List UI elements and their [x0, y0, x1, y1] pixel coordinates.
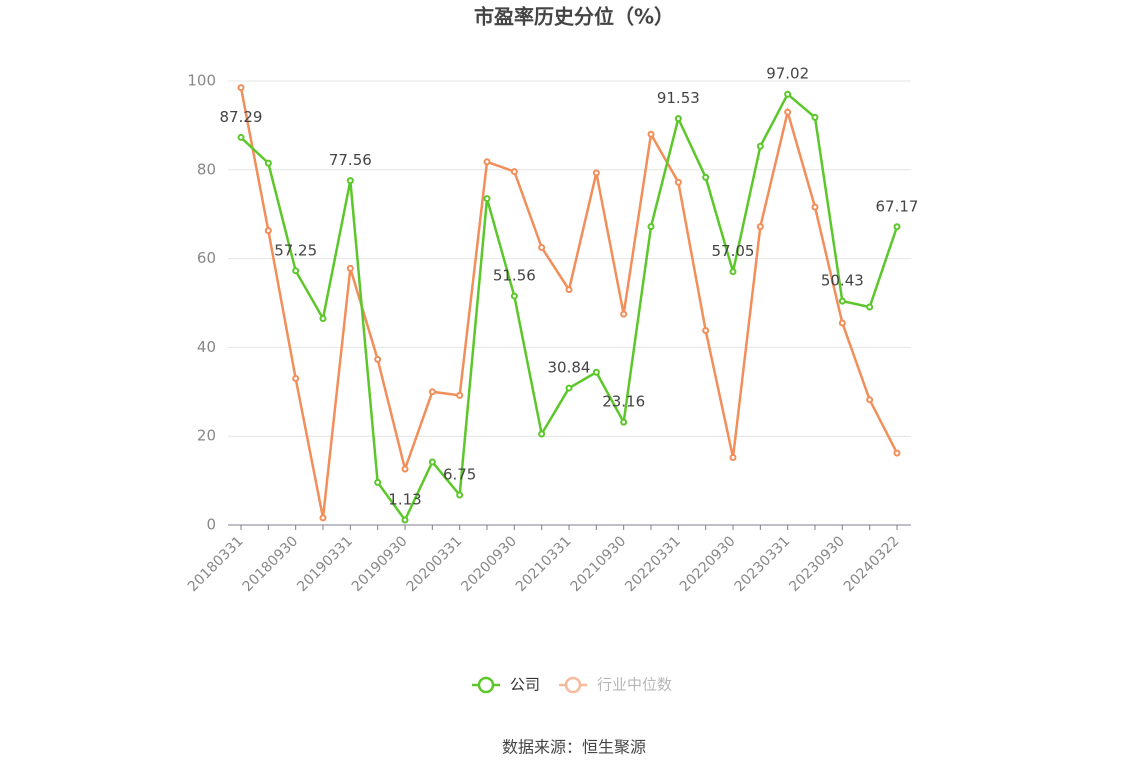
point	[729, 454, 737, 462]
point	[866, 396, 874, 404]
point	[756, 142, 764, 150]
point	[784, 90, 792, 98]
point	[674, 115, 682, 123]
point	[456, 391, 464, 399]
legend-label: 公司	[510, 676, 540, 694]
point	[592, 368, 600, 376]
y-tick-label: 0	[206, 516, 216, 534]
point	[292, 267, 300, 275]
point	[893, 223, 901, 231]
data-label: 67.17	[876, 197, 919, 215]
y-tick-label: 80	[197, 160, 216, 178]
point	[702, 173, 710, 181]
point	[401, 516, 409, 524]
point	[483, 195, 491, 203]
data-label: 50.43	[821, 272, 864, 290]
data-label: 51.56	[493, 267, 536, 285]
x-tick-label: 20230331	[732, 533, 794, 595]
point	[784, 108, 792, 116]
legend-item: 行业中位数	[559, 676, 672, 694]
data-label: 1.13	[388, 490, 421, 508]
point	[237, 133, 245, 141]
x-tick-label: 20180331	[185, 533, 247, 595]
data-label: 97.02	[766, 65, 809, 83]
point	[346, 264, 354, 272]
point	[674, 178, 682, 186]
y-tick-label: 20	[197, 427, 216, 445]
point	[538, 430, 546, 438]
point	[592, 169, 600, 177]
point	[428, 458, 436, 466]
point	[401, 465, 409, 473]
x-tick-label: 20200930	[458, 533, 520, 595]
data-label: 6.75	[443, 466, 476, 484]
legend-label: 行业中位数	[597, 676, 672, 694]
point	[838, 297, 846, 305]
x-tick-label: 20200331	[404, 533, 466, 595]
x-tick-label: 20180930	[240, 533, 302, 595]
x-tick-label: 20230930	[786, 533, 848, 595]
x-tick-label: 20190331	[294, 533, 356, 595]
point	[483, 158, 491, 166]
point	[756, 223, 764, 231]
x-tick-label: 20210930	[568, 533, 630, 595]
data-label: 30.84	[548, 359, 591, 377]
point	[346, 177, 354, 185]
point	[811, 113, 819, 121]
point	[374, 478, 382, 486]
point	[565, 286, 573, 294]
x-tick-label: 20240322	[841, 533, 903, 595]
point	[647, 223, 655, 231]
point	[565, 384, 573, 392]
point	[292, 374, 300, 382]
source-note: 数据来源：恒生聚源	[502, 738, 646, 757]
point	[838, 319, 846, 327]
y-tick-label: 60	[197, 249, 216, 267]
legend-item: 公司	[472, 676, 540, 694]
legend-marker	[564, 676, 582, 694]
data-label: 23.16	[602, 393, 645, 411]
x-tick-label: 20220331	[622, 533, 684, 595]
y-tick-label: 40	[197, 338, 216, 356]
point	[702, 327, 710, 335]
point	[237, 84, 245, 92]
x-tick-label: 20210331	[513, 533, 575, 595]
data-label: 77.56	[329, 151, 372, 169]
point	[319, 315, 327, 323]
data-label: 57.25	[274, 241, 317, 259]
x-tick-label: 20190930	[349, 533, 411, 595]
point	[510, 168, 518, 176]
data-label: 91.53	[657, 89, 700, 107]
point	[456, 491, 464, 499]
point	[811, 203, 819, 211]
x-tick-label: 20220930	[677, 533, 739, 595]
point	[729, 268, 737, 276]
data-label: 57.05	[712, 242, 755, 260]
point	[893, 449, 901, 457]
point	[510, 292, 518, 300]
point	[374, 355, 382, 363]
point	[620, 418, 628, 426]
point	[319, 514, 327, 522]
y-tick-label: 100	[187, 72, 216, 90]
point	[866, 303, 874, 311]
data-label: 87.29	[220, 108, 263, 126]
point	[538, 244, 546, 251]
chart-title: 市盈率历史分位（%）	[474, 5, 674, 29]
point	[647, 130, 655, 138]
point	[620, 310, 628, 318]
point	[428, 388, 436, 396]
legend-marker	[477, 676, 495, 694]
point	[264, 159, 272, 167]
point	[264, 227, 272, 235]
